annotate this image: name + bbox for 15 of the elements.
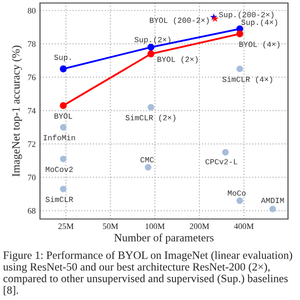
y-tick-label: 74	[28, 108, 36, 114]
y-tick-label: 72	[28, 141, 36, 147]
x-tick-label: 100M	[146, 223, 165, 230]
y-axis-title: ImageNet top-1 accuracy (%)	[12, 46, 22, 176]
x-axis-title: Number of parameters	[114, 234, 214, 244]
caption: Figure 1: Performance of BYOL on ImageNet (linear evaluation) using ResNet-50 and our best architecture ResNet-200 (2×), compared to other unsupervised and supervised (Sup.) baselines [8].	[3, 251, 292, 296]
y-tick-label: 78	[28, 41, 36, 47]
y-tick-label: 80	[28, 8, 36, 14]
x-tick-label: 50M	[103, 223, 118, 230]
y-tick-label: 68	[28, 208, 36, 214]
x-tick-label: 25M	[58, 223, 74, 230]
y-tick-label: 70	[28, 174, 36, 180]
x-tick-label: 200M	[190, 223, 210, 230]
x-tick-label: 400M	[234, 223, 254, 230]
y-tick-label: 76	[28, 74, 36, 80]
